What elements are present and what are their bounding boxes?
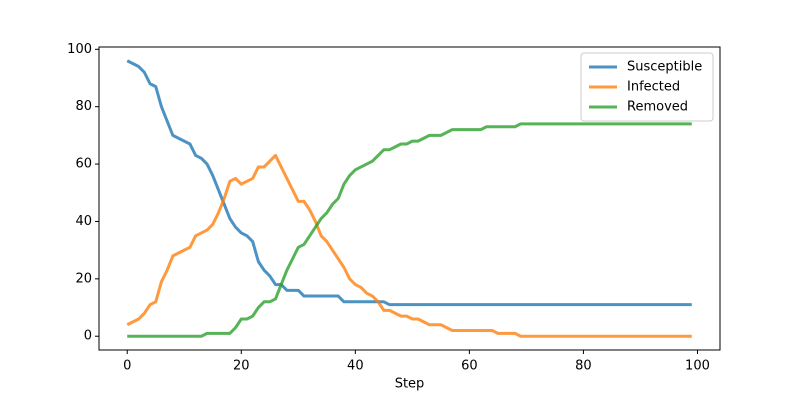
legend: Susceptible Infected Removed	[580, 52, 714, 122]
legend-label: Removed	[627, 100, 688, 115]
y-tick-label: 40	[75, 214, 92, 229]
legend-label: Susceptible	[627, 60, 702, 75]
x-tick-label: 80	[575, 359, 592, 374]
legend-label: Infected	[627, 80, 680, 95]
x-tick-label: 40	[347, 359, 364, 374]
legend-box	[580, 52, 714, 122]
series-line	[126, 153, 692, 338]
y-tick-label: 80	[75, 99, 92, 114]
x-tick-label: 100	[685, 359, 710, 374]
y-tick-label: 60	[75, 157, 92, 172]
x-tick-label: 60	[461, 359, 478, 374]
series-line	[126, 59, 692, 307]
x-tick-label: 20	[233, 359, 250, 374]
y-tick-label: 0	[84, 329, 92, 344]
axes-frame	[98, 46, 721, 351]
y-tick-label: 20	[75, 271, 92, 286]
y-tick-label: 100	[67, 42, 92, 57]
x-axis-label: Step	[395, 377, 425, 392]
x-tick-label: 0	[123, 359, 131, 374]
series-line	[127, 122, 692, 338]
